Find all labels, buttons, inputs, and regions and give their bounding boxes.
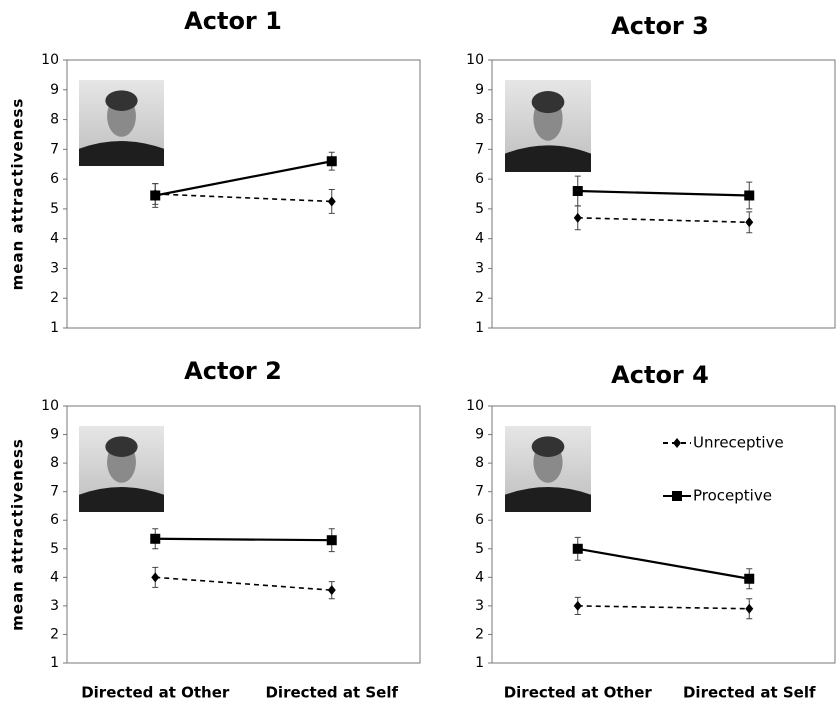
series-line [155, 193, 332, 203]
legend-label: Proceptive [693, 487, 772, 505]
chart-title: Actor 4 [611, 361, 709, 389]
y-tick-label: 2 [50, 290, 59, 306]
y-tick-label: 2 [475, 626, 484, 642]
y-tick-label: 3 [50, 598, 59, 614]
x-tick-label: Directed at Self [683, 684, 816, 702]
chart-title: Actor 1 [184, 7, 282, 35]
y-tick-label: 10 [466, 52, 484, 68]
y-tick-label: 8 [475, 455, 484, 471]
y-tick-label: 9 [475, 427, 484, 443]
y-tick-label: 8 [50, 455, 59, 471]
y-tick-label: 9 [50, 82, 59, 98]
y-tick-label: 4 [475, 231, 484, 247]
actor-photo [505, 80, 591, 172]
y-tick-label: 6 [50, 171, 59, 187]
photo-hair [531, 436, 565, 457]
actor-photo [505, 426, 591, 512]
photo-hair [105, 90, 138, 111]
marker-diamond [573, 212, 582, 223]
y-tick-label: 1 [475, 655, 484, 671]
y-tick-label: 5 [475, 541, 484, 557]
legend-label: Unreceptive [693, 434, 784, 452]
marker-square [572, 543, 583, 554]
marker-square [150, 190, 161, 201]
marker-square [572, 186, 583, 197]
y-tick-label: 3 [475, 260, 484, 276]
y-tick-label: 8 [50, 112, 59, 128]
y-tick-label: 3 [50, 260, 59, 276]
chart-title: Actor 2 [184, 357, 282, 385]
y-tick-label: 10 [41, 398, 59, 414]
series-line [155, 160, 332, 197]
x-tick-label: Directed at Other [504, 684, 653, 702]
y-axis-label: mean attractiveness [9, 438, 27, 631]
marker-diamond [151, 572, 160, 583]
y-tick-label: 7 [50, 484, 59, 500]
y-tick-label: 4 [50, 231, 59, 247]
marker-diamond [745, 217, 754, 228]
y-tick-label: 1 [50, 320, 59, 336]
y-tick-label: 6 [475, 512, 484, 528]
marker-square [744, 190, 755, 201]
y-tick-label: 1 [475, 320, 484, 336]
series-line [577, 189, 750, 197]
chart-title: Actor 3 [611, 12, 709, 40]
photo-hair [531, 91, 565, 114]
photo-shoulders [79, 141, 164, 166]
series-line [155, 537, 332, 542]
y-tick-label: 3 [475, 598, 484, 614]
y-tick-label: 10 [41, 52, 59, 68]
y-tick-label: 4 [475, 569, 484, 585]
marker-diamond [327, 585, 336, 596]
marker-diamond [327, 196, 336, 207]
marker-square [326, 535, 337, 546]
y-tick-label: 2 [475, 290, 484, 306]
series-line [155, 576, 332, 591]
marker-square [744, 573, 755, 584]
marker-diamond [745, 603, 754, 614]
legend-marker [673, 438, 681, 448]
y-tick-label: 4 [50, 569, 59, 585]
y-tick-label: 7 [475, 484, 484, 500]
x-tick-label: Directed at Self [265, 684, 398, 702]
y-tick-label: 6 [50, 512, 59, 528]
y-tick-label: 7 [475, 141, 484, 157]
photo-shoulders [505, 487, 591, 512]
photo-shoulders [505, 145, 591, 172]
y-tick-label: 5 [50, 541, 59, 557]
y-tick-label: 9 [50, 427, 59, 443]
y-axis-label: mean attractiveness [9, 98, 27, 291]
y-tick-label: 7 [50, 141, 59, 157]
x-tick-label: Directed at Other [81, 684, 230, 702]
series-line [577, 547, 750, 580]
y-tick-label: 10 [466, 398, 484, 414]
y-tick-label: 5 [50, 201, 59, 217]
y-tick-label: 8 [475, 112, 484, 128]
y-tick-label: 1 [50, 655, 59, 671]
marker-square [150, 533, 161, 544]
y-tick-label: 6 [475, 171, 484, 187]
photo-shoulders [79, 487, 164, 512]
y-tick-label: 5 [475, 201, 484, 217]
legend-marker [672, 491, 682, 501]
series-line [577, 217, 750, 224]
marker-diamond [573, 600, 582, 611]
actor-photo [79, 80, 164, 166]
y-tick-label: 9 [475, 82, 484, 98]
actor-photo [79, 426, 164, 512]
marker-square [326, 156, 337, 167]
photo-hair [105, 436, 138, 457]
series-line [577, 605, 750, 610]
y-tick-label: 2 [50, 626, 59, 642]
